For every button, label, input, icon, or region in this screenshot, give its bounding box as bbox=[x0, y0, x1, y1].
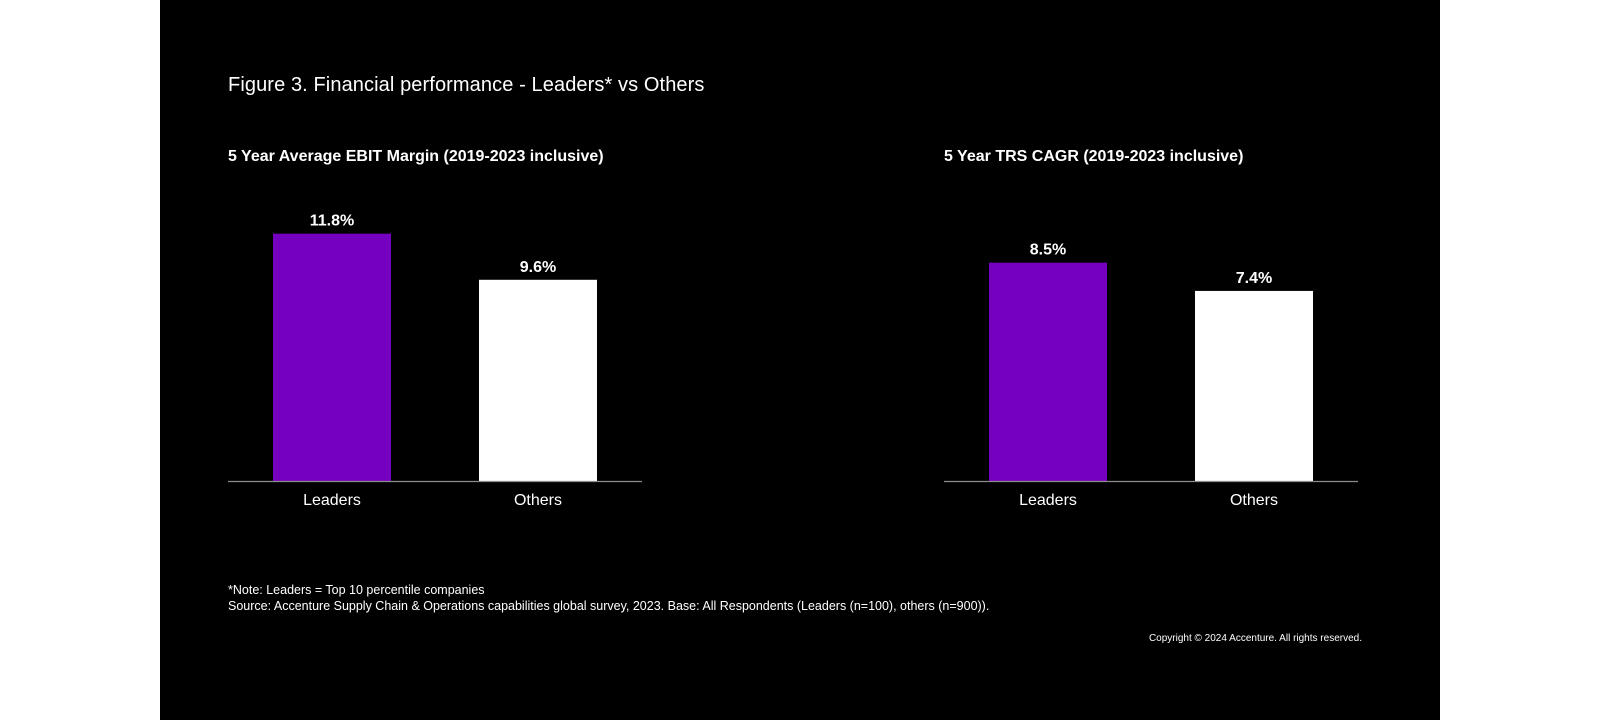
bar-leaders bbox=[989, 262, 1107, 481]
copyright: Copyright © 2024 Accenture. All rights r… bbox=[1148, 633, 1362, 644]
bar-leaders bbox=[273, 233, 391, 481]
bar-others bbox=[1195, 290, 1313, 481]
category-label-others: Others bbox=[1230, 492, 1278, 509]
category-label-leaders: Leaders bbox=[1019, 492, 1077, 509]
footnote-note: *Note: Leaders = Top 10 percentile compa… bbox=[228, 583, 485, 597]
trs-chart-title: 5 Year TRS CAGR (2019-2023 inclusive) bbox=[944, 148, 1244, 165]
trs-cagr-chart: 8.5% Leaders 7.4% Others bbox=[944, 242, 1358, 509]
category-label-leaders: Leaders bbox=[303, 492, 361, 509]
footnote-source: Source: Accenture Supply Chain & Operati… bbox=[228, 599, 990, 613]
figure-panel: Figure 3. Financial performance - Leader… bbox=[160, 0, 1440, 720]
ebit-chart-title: 5 Year Average EBIT Margin (2019-2023 in… bbox=[228, 148, 604, 165]
footnote: *Note: Leaders = Top 10 percentile compa… bbox=[228, 582, 989, 614]
data-label-leaders: 11.8% bbox=[310, 213, 354, 230]
category-label-others: Others bbox=[514, 492, 562, 509]
data-label-leaders: 8.5% bbox=[1030, 242, 1066, 259]
ebit-margin-chart: 11.8% Leaders 9.6% Others bbox=[228, 213, 642, 509]
data-label-others: 7.4% bbox=[1236, 270, 1272, 287]
figure-title: Figure 3. Financial performance - Leader… bbox=[228, 74, 705, 96]
bar-others bbox=[479, 279, 597, 481]
data-label-others: 9.6% bbox=[520, 259, 556, 276]
